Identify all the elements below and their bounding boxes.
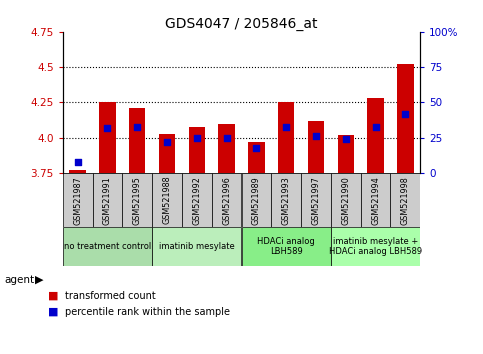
Bar <box>122 173 152 228</box>
Bar <box>152 173 182 228</box>
Text: ■: ■ <box>48 291 59 301</box>
Bar <box>218 124 235 173</box>
Text: ■: ■ <box>48 307 59 316</box>
Point <box>163 139 171 145</box>
Bar <box>242 228 331 266</box>
Bar <box>99 103 115 173</box>
Text: GSM521994: GSM521994 <box>371 176 380 224</box>
Bar <box>397 64 413 173</box>
Text: GSM521993: GSM521993 <box>282 176 291 224</box>
Text: GSM521996: GSM521996 <box>222 176 231 224</box>
Point <box>104 125 112 131</box>
Point <box>342 136 350 142</box>
Text: GSM521989: GSM521989 <box>252 176 261 224</box>
Bar <box>242 173 271 228</box>
Text: GSM521997: GSM521997 <box>312 176 320 225</box>
Point <box>74 159 82 165</box>
Bar <box>338 135 354 173</box>
Text: HDACi analog
LBH589: HDACi analog LBH589 <box>257 237 315 256</box>
Text: transformed count: transformed count <box>65 291 156 301</box>
Point <box>401 111 409 116</box>
Bar <box>212 173 242 228</box>
Point <box>372 124 380 129</box>
Bar <box>152 228 242 266</box>
Bar <box>308 121 324 173</box>
Point <box>312 133 320 139</box>
Text: GSM521998: GSM521998 <box>401 176 410 224</box>
Text: GSM521988: GSM521988 <box>163 176 171 224</box>
Text: imatinib mesylate +
HDACi analog LBH589: imatinib mesylate + HDACi analog LBH589 <box>329 237 422 256</box>
Bar <box>390 173 420 228</box>
Bar <box>63 173 93 228</box>
Bar <box>271 173 301 228</box>
Text: percentile rank within the sample: percentile rank within the sample <box>65 307 230 316</box>
Bar <box>182 173 212 228</box>
Point <box>133 124 141 129</box>
Point <box>193 135 201 141</box>
Bar <box>361 173 390 228</box>
Title: GDS4047 / 205846_at: GDS4047 / 205846_at <box>165 17 318 31</box>
Text: GSM521987: GSM521987 <box>73 176 82 224</box>
Bar <box>189 126 205 173</box>
Bar <box>63 228 152 266</box>
Text: agent: agent <box>5 275 35 285</box>
Bar <box>70 170 86 173</box>
Point <box>253 145 260 150</box>
Bar <box>129 108 145 173</box>
Bar <box>93 173 122 228</box>
Text: GSM521992: GSM521992 <box>192 176 201 225</box>
Bar <box>278 103 294 173</box>
Bar <box>331 228 420 266</box>
Bar <box>368 98 384 173</box>
Bar <box>159 133 175 173</box>
Text: GSM521995: GSM521995 <box>133 176 142 225</box>
Text: GSM521990: GSM521990 <box>341 176 350 224</box>
Text: imatinib mesylate: imatinib mesylate <box>159 242 235 251</box>
Text: no treatment control: no treatment control <box>64 242 151 251</box>
Text: GSM521991: GSM521991 <box>103 176 112 224</box>
Point <box>282 124 290 129</box>
Bar <box>248 142 265 173</box>
Bar <box>331 173 361 228</box>
Bar <box>301 173 331 228</box>
Text: ▶: ▶ <box>35 275 43 285</box>
Point <box>223 135 230 141</box>
